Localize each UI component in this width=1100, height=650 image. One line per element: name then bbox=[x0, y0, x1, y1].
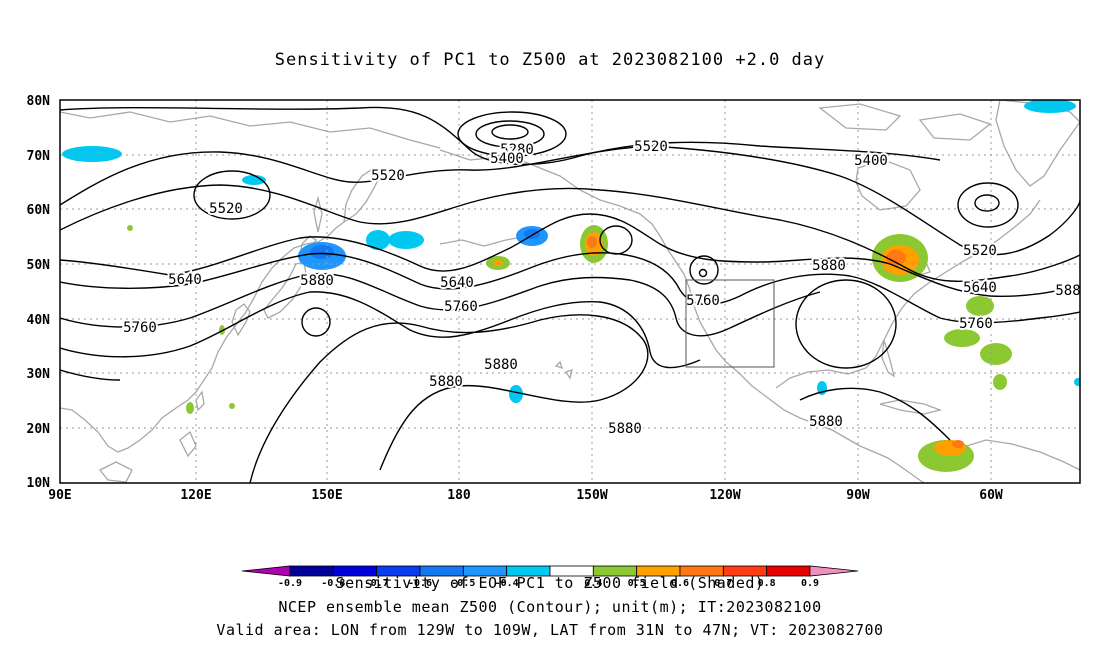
colorbar-tick-label: 0.7 bbox=[714, 578, 732, 589]
contour-label: 5880 bbox=[809, 414, 843, 430]
contour-label: 588 bbox=[1055, 283, 1080, 299]
colorbar-tick-label: -0.8 bbox=[321, 578, 345, 589]
contour-label: 5760 bbox=[959, 316, 993, 332]
contour-5400-low bbox=[457, 111, 567, 157]
contour-label: 5760 bbox=[123, 320, 157, 336]
contour-label: 5520 bbox=[371, 168, 405, 184]
colorbar-tick-label: 0.9 bbox=[801, 578, 819, 589]
lon-label: 150E bbox=[311, 488, 342, 503]
contour-label: 5640 bbox=[168, 272, 202, 288]
lat-label: 10N bbox=[27, 476, 51, 491]
contour-5460-line bbox=[60, 106, 941, 166]
lat-label: 30N bbox=[27, 367, 51, 382]
lat-label: 20N bbox=[27, 422, 51, 437]
contour-5280-low bbox=[491, 124, 529, 140]
contour-5520-line bbox=[60, 145, 1080, 256]
contour-5880-line bbox=[249, 314, 649, 483]
contour-label: 5400 bbox=[854, 153, 888, 169]
contour-label: 5880 bbox=[484, 357, 518, 373]
latitude-labels: 80N 70N 60N 50N 40N 30N 20N 10N bbox=[27, 94, 51, 491]
contour-label: 5760 bbox=[444, 299, 478, 315]
contour-5520-low-west bbox=[193, 170, 271, 220]
colorbar-tick-label: 0.4 bbox=[584, 578, 602, 589]
lon-label: 90E bbox=[48, 488, 71, 503]
contour-5880-west bbox=[60, 369, 121, 381]
contour-5820-line bbox=[60, 291, 701, 369]
contour-label: 5760 bbox=[686, 293, 720, 309]
lon-label: 150W bbox=[576, 488, 607, 503]
contour-5880-south bbox=[799, 387, 951, 441]
contour-5880-pacific-cell bbox=[301, 307, 331, 337]
sensitivity-shading bbox=[62, 100, 1080, 472]
colorbar-tick-label: -0.5 bbox=[451, 578, 475, 589]
lon-label: 120W bbox=[709, 488, 740, 503]
contour-label: 5400 bbox=[490, 151, 524, 167]
contour-5400-low-east bbox=[974, 194, 1000, 212]
plot-frame bbox=[59, 99, 1081, 484]
chart-title: Sensitivity of PC1 to Z500 at 2023082100… bbox=[274, 50, 826, 70]
caption-contour: NCEP ensemble mean Z500 (Contour); unit(… bbox=[278, 598, 822, 616]
longitude-labels: 90E 120E 150E 180 150W 120W 90W 60W bbox=[48, 488, 1003, 503]
lat-label: 80N bbox=[27, 94, 51, 109]
lat-label: 40N bbox=[27, 313, 51, 328]
contour-label: 5280 bbox=[500, 142, 534, 158]
gridlines bbox=[60, 100, 1080, 483]
colorbar-tick-label: -0.4 bbox=[495, 578, 519, 589]
lon-label: 60W bbox=[979, 488, 1003, 503]
contour-label: 5520 bbox=[209, 201, 243, 217]
colorbar-tick-label: -0.9 bbox=[278, 578, 302, 589]
colorbar-tick-label: -0.6 bbox=[408, 578, 432, 589]
z500-contours bbox=[60, 106, 1080, 483]
caption-valid-area: Valid area: LON from 129W to 109W, LAT f… bbox=[216, 621, 884, 639]
colorbar: -0.9 -0.8 -0.7 -0.6 -0.5 -0.4 0.4 0.5 0.6 0.7 0.8 0… bbox=[241, 565, 859, 589]
contour-label: 5520 bbox=[963, 243, 997, 259]
caption-shading: Sensitivity of EOF PC1 to Z500 field (Sh… bbox=[335, 574, 765, 592]
contour-5340-low bbox=[475, 120, 545, 148]
contour-5640-line bbox=[60, 213, 1080, 298]
lat-label: 50N bbox=[27, 258, 51, 273]
contour-5580-line bbox=[60, 184, 1080, 282]
colorbar-tick-label: 0.6 bbox=[671, 578, 689, 589]
contour-5460-low-east bbox=[957, 182, 1019, 228]
valid-area-box bbox=[685, 279, 775, 368]
contour-5700-line bbox=[60, 252, 1080, 324]
contour-label: 5880 bbox=[429, 374, 463, 390]
contour-5760-line bbox=[60, 272, 821, 337]
colorbar-tick-label: 0.8 bbox=[758, 578, 776, 589]
contour-label: 5880 bbox=[608, 421, 642, 437]
contour-5760-small-low bbox=[689, 255, 719, 285]
contour-label: 5520 bbox=[634, 139, 668, 155]
contour-label: 5640 bbox=[440, 275, 474, 291]
colorbar-tick-label: -0.7 bbox=[365, 578, 389, 589]
lon-label: 120E bbox=[180, 488, 211, 503]
lon-label: 90W bbox=[846, 488, 870, 503]
contour-label: 5880 bbox=[300, 273, 334, 289]
colorbar-tick-label: 0.5 bbox=[628, 578, 646, 589]
contour-label: 5880 bbox=[812, 258, 846, 274]
lat-label: 70N bbox=[27, 149, 51, 164]
contour-labels: 5280 5400 5400 5520 5520 5520 5520 5640 … bbox=[121, 137, 1083, 439]
contour-5880-north-america-high bbox=[795, 279, 897, 369]
contour-label: 5640 bbox=[963, 280, 997, 296]
lon-label: 180 bbox=[447, 488, 471, 503]
lat-label: 60N bbox=[27, 203, 51, 218]
colorbar-arrow-high bbox=[809, 565, 859, 577]
